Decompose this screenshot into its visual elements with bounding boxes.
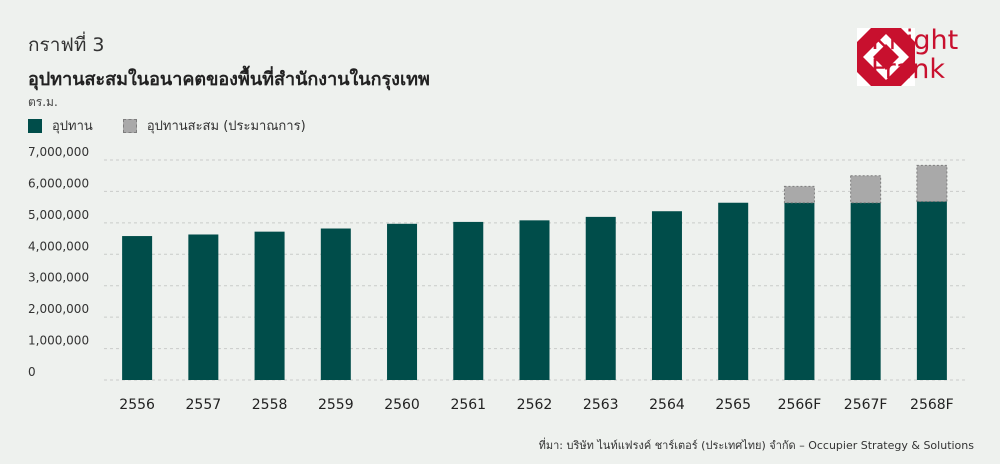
bar-actual-2563 bbox=[585, 216, 616, 380]
x-tick-label: 2560 bbox=[384, 397, 420, 413]
bar-actual-2556 bbox=[122, 236, 153, 380]
x-tick-label: 2565 bbox=[715, 397, 751, 413]
legend-swatch-actual bbox=[28, 118, 42, 133]
bar-actual-2557 bbox=[188, 234, 219, 380]
legend-swatch-forecast bbox=[122, 118, 137, 133]
y-tick-label: 3,000,000 bbox=[28, 271, 89, 285]
bar-actual-2562 bbox=[519, 220, 550, 380]
y-tick-label: 4,000,000 bbox=[28, 239, 89, 253]
graph-number: กราฟที่ 3 bbox=[28, 34, 105, 56]
bars bbox=[122, 164, 948, 380]
bar-actual-2567F bbox=[850, 202, 881, 380]
brand-line-1: Knight bbox=[871, 25, 959, 56]
brand-wordmark: Knight Frank bbox=[871, 26, 958, 84]
x-tick-label: 2557 bbox=[186, 397, 222, 413]
x-tick-label: 2562 bbox=[517, 397, 553, 413]
y-tick-label: 1,000,000 bbox=[28, 334, 89, 348]
chart-title: อุปทานสะสมในอนาคตของพื้นที่สำนักงานในกรุ… bbox=[28, 69, 430, 90]
bar-actual-2559 bbox=[320, 228, 351, 380]
bar-actual-2560 bbox=[387, 223, 418, 380]
x-tick-label: 2568F bbox=[910, 397, 954, 413]
x-axis-ticks: 2556 2557 2558 2559 2560 2561 2562 2563 2564 2565… bbox=[119, 397, 953, 413]
x-tick-label: 2567F bbox=[844, 397, 888, 413]
bar-actual-2566F bbox=[784, 202, 815, 380]
x-tick-label: 2563 bbox=[583, 397, 619, 413]
legend: อุปทาน อุปทานสะสม (ประมาณการ) bbox=[28, 115, 336, 136]
bar-forecast-2567F bbox=[850, 175, 882, 204]
bar-forecast-2568F bbox=[916, 164, 948, 202]
y-tick-label: 6,000,000 bbox=[28, 176, 89, 190]
bar-actual-2558 bbox=[254, 231, 285, 380]
bar-actual-2564 bbox=[651, 211, 682, 380]
knight-frank-logo-icon bbox=[857, 28, 915, 86]
y-tick-label: 0 bbox=[28, 365, 36, 379]
bar-forecast-2566F bbox=[783, 185, 815, 204]
x-tick-label: 2556 bbox=[119, 397, 155, 413]
legend-item-forecast: อุปทานสะสม (ประมาณการ) bbox=[122, 115, 306, 136]
x-tick-label: 2566F bbox=[778, 397, 822, 413]
brand-line-2: Frank bbox=[871, 54, 945, 85]
bar-actual-2561 bbox=[453, 221, 484, 380]
x-tick-label: 2559 bbox=[318, 397, 354, 413]
x-tick-label: 2558 bbox=[252, 397, 288, 413]
bar-actual-2565 bbox=[718, 202, 749, 380]
source-note: ที่มา: บริษัท ไนท์แฟรงค์ ชาร์เตอร์ (ประเ… bbox=[538, 439, 974, 452]
y-axis-ticks: 7,000,000 6,000,000 5,000,000 4,000,000 3,00… bbox=[28, 145, 89, 379]
legend-label-forecast: อุปทานสะสม (ประมาณการ) bbox=[146, 119, 306, 134]
x-tick-label: 2561 bbox=[450, 397, 486, 413]
legend-label-actual: อุปทาน bbox=[52, 119, 93, 134]
bar-actual-2568F bbox=[916, 201, 947, 380]
unit-label: ตร.ม. bbox=[28, 95, 58, 109]
legend-item-actual: อุปทาน bbox=[28, 115, 93, 136]
y-tick-label: 2,000,000 bbox=[28, 302, 89, 316]
y-tick-label: 7,000,000 bbox=[28, 145, 89, 159]
x-tick-label: 2564 bbox=[649, 397, 685, 413]
y-tick-label: 5,000,000 bbox=[28, 208, 89, 222]
